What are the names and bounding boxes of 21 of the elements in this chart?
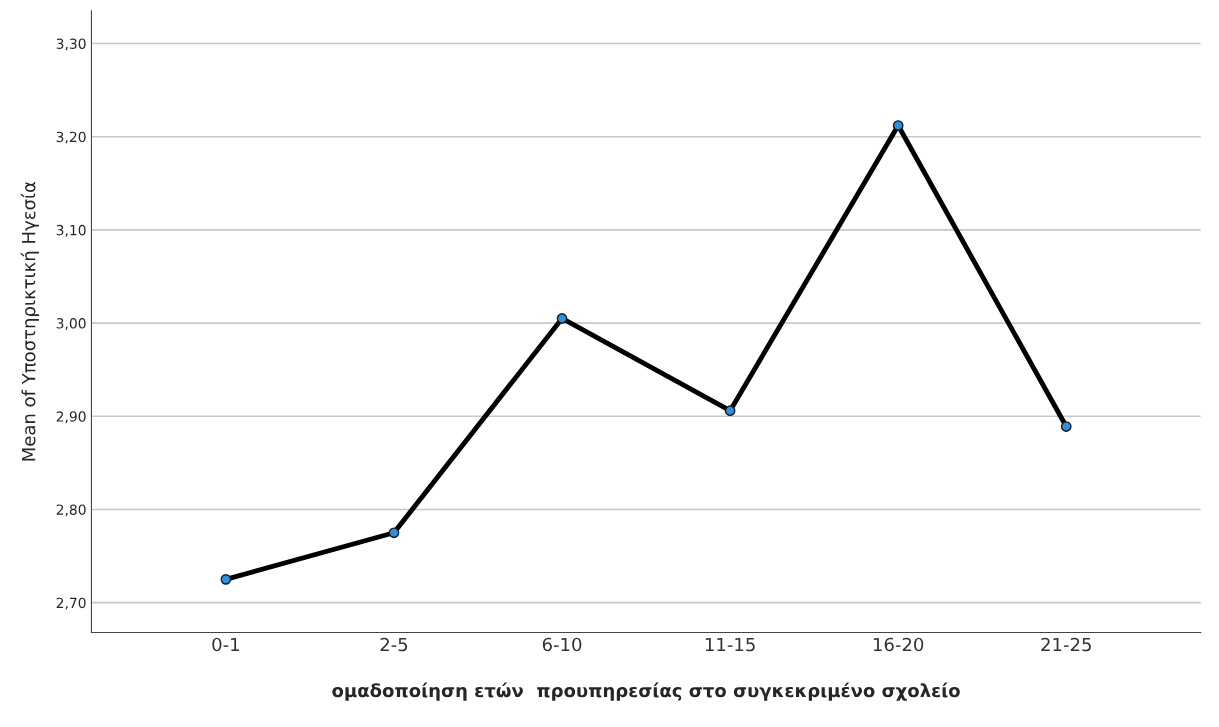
x-tick-label: 11-15 [705,637,755,652]
x-tick-label: 0-1 [212,637,239,652]
y-tick-label: 2,90 [56,411,86,424]
x-axis-title: ομαδοποίηση ετών προυπηρεσίας στο συγκεκριμένο σχολείο [332,682,960,701]
x-tick-label: 2-5 [380,637,408,652]
y-tick-label: 3,00 [56,318,86,330]
point [388,527,400,539]
x-tick-label: 21-25 [1041,637,1091,652]
point [220,574,232,585]
y-tick-label: 2,80 [56,504,86,517]
point [892,120,904,131]
y-tick-label: 3,20 [56,131,86,144]
y-tick-label: 3,30 [56,38,86,51]
y-tick-label: 3,10 [56,224,86,237]
point [1060,421,1072,432]
y-axis-title: Mean of Υποστηρικτική Ηγεσία [20,181,39,461]
point [724,405,736,417]
point [556,313,568,324]
y-tick-label: 2,70 [56,597,86,610]
x-tick-label: 6-10 [542,637,582,652]
x-tick-label: 16-20 [873,637,924,652]
